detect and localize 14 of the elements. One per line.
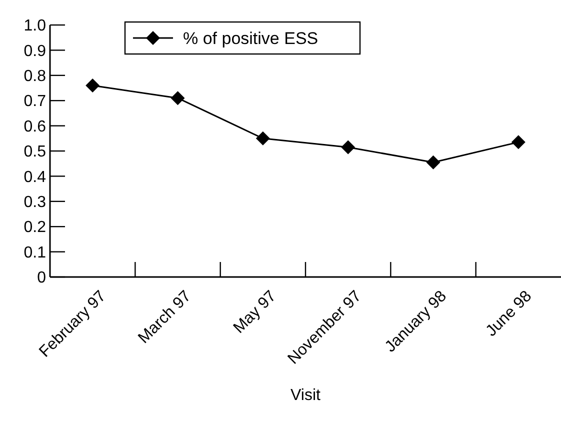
y-tick-label: 1.0	[24, 18, 46, 35]
y-tick-label: 0.7	[24, 93, 46, 110]
y-tick-label: 0.1	[24, 244, 46, 262]
y-tick-label: 0.9	[24, 42, 46, 60]
y-tick-label: 0.4	[24, 168, 46, 186]
legend-label: % of positive ESS	[183, 28, 318, 48]
y-tick-label: 0.5	[24, 144, 46, 161]
y-tick-label: 0.8	[24, 68, 46, 85]
y-tick-label: 0	[37, 270, 46, 287]
x-tick-label: May 97	[230, 288, 280, 337]
y-tick-label: 0.6	[24, 118, 46, 136]
y-tick-label: 0.3	[24, 194, 46, 211]
x-axis-title: Visit	[290, 387, 322, 404]
y-tick-label: 0.2	[24, 219, 46, 236]
